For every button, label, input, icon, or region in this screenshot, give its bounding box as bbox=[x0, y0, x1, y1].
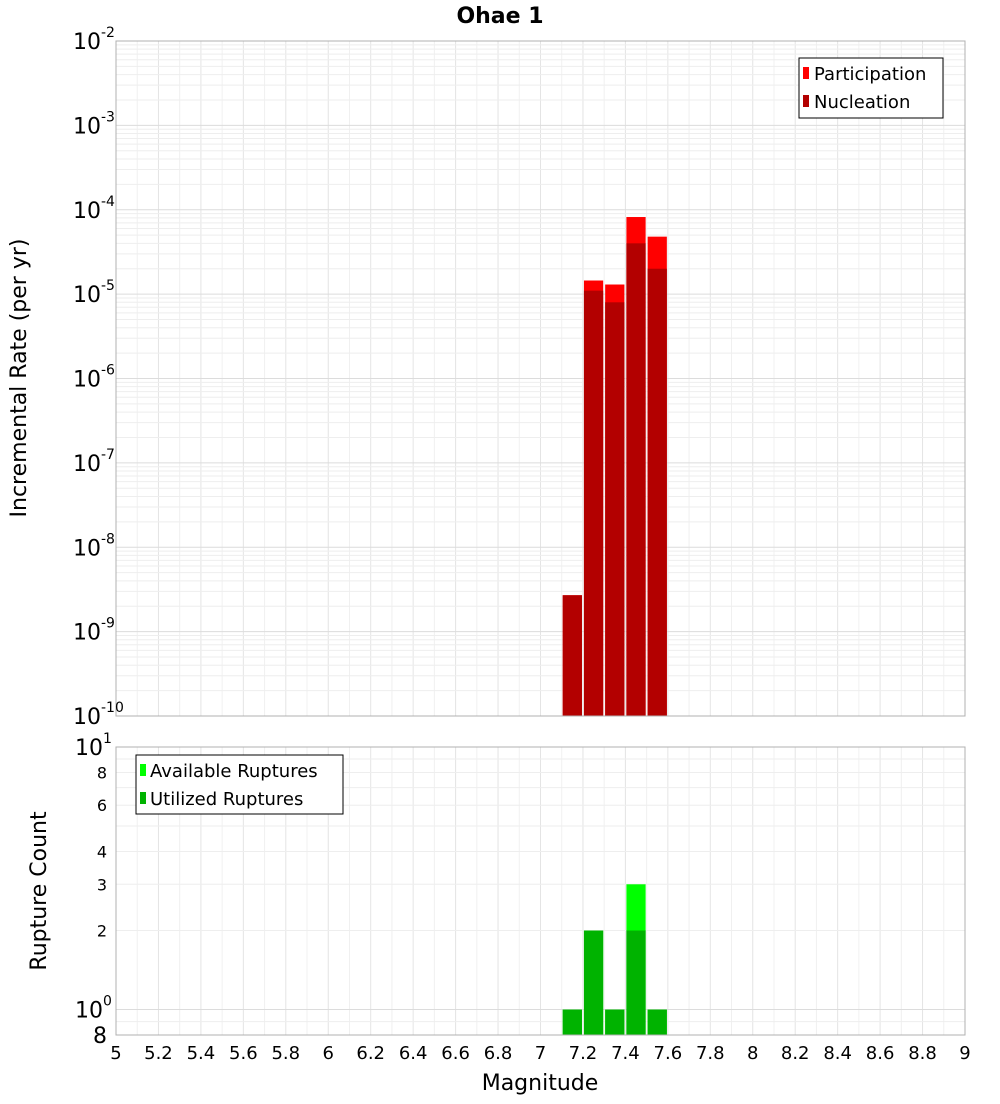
x-tick-label: 6.6 bbox=[441, 1043, 470, 1064]
bottom-bar-utilized-ruptures bbox=[605, 1009, 625, 1035]
x-tick-labels: 5 5.2 5.4 5.6 5.8 6 6.2 6.4 6.6 6.8 7 7.2 7.4 7.6 7.8 8… bbox=[110, 1043, 970, 1064]
x-tick-label: 6.4 bbox=[399, 1043, 428, 1064]
legend-label-nucleation: Nucleation bbox=[814, 92, 910, 113]
x-tick-label: 5.6 bbox=[229, 1043, 258, 1064]
top-bar-nucleation bbox=[626, 243, 646, 717]
x-tick-label: 8 bbox=[747, 1043, 758, 1064]
bottom-bar-utilized-ruptures bbox=[583, 930, 604, 1035]
x-tick-label: 7.4 bbox=[611, 1043, 640, 1064]
bottom-y-tick-label: 100 bbox=[75, 994, 112, 1024]
top-panel: 10-2 10-3 10-4 10-5 10-6 10-7 10-8 10-9 10-10 In… bbox=[7, 25, 966, 730]
bottom-y-axis-title: Rupture Count bbox=[27, 811, 52, 971]
top-y-tick-label: 10-5 bbox=[73, 278, 115, 308]
x-tick-label: 7 bbox=[535, 1043, 546, 1064]
top-y-tick-label: 10-10 bbox=[73, 700, 124, 730]
top-bar-nucleation bbox=[583, 290, 604, 716]
x-tick-label: 7.6 bbox=[654, 1043, 683, 1064]
top-legend-box bbox=[798, 57, 944, 119]
top-bars bbox=[562, 217, 667, 717]
bottom-bar-utilized-ruptures bbox=[562, 1009, 582, 1035]
top-bar-nucleation bbox=[647, 268, 667, 716]
top-y-tick-label: 10-6 bbox=[73, 363, 115, 393]
bottom-y-minor-tick-label: 2 bbox=[97, 922, 107, 941]
x-tick-label: 5 bbox=[110, 1043, 121, 1064]
legend-swatch-available bbox=[140, 764, 146, 776]
legend-label-available: Available Ruptures bbox=[150, 761, 318, 782]
bottom-plot-border bbox=[115, 746, 966, 1036]
top-plot-border bbox=[115, 40, 966, 717]
top-y-tick-label: 10-3 bbox=[73, 109, 115, 139]
x-tick-label: 6.8 bbox=[484, 1043, 513, 1064]
top-y-tick-label: 10-4 bbox=[73, 194, 115, 224]
x-tick-label: 6.2 bbox=[356, 1043, 385, 1064]
bottom-y-minor-tick-label: 6 bbox=[97, 796, 107, 815]
x-tick-label: 8.8 bbox=[908, 1043, 937, 1064]
x-tick-label: 8.6 bbox=[866, 1043, 895, 1064]
legend-swatch-nucleation bbox=[803, 95, 809, 107]
legend-label-utilized: Utilized Ruptures bbox=[150, 789, 303, 810]
chart-title: Ohae 1 bbox=[456, 4, 543, 29]
top-y-tick-label: 10-8 bbox=[73, 531, 115, 561]
top-gridlines bbox=[115, 40, 966, 717]
legend-swatch-participation bbox=[803, 67, 809, 79]
x-tick-label: 5.2 bbox=[144, 1043, 173, 1064]
x-tick-label: 8.4 bbox=[823, 1043, 852, 1064]
bottom-y-minor-tick-label: 4 bbox=[97, 842, 107, 861]
x-tick-label: 7.8 bbox=[696, 1043, 725, 1064]
top-y-tick-label: 10-7 bbox=[73, 447, 115, 477]
x-axis-title: Magnitude bbox=[482, 1071, 599, 1096]
legend-swatch-utilized bbox=[140, 792, 146, 804]
top-y-tick-label: 10-9 bbox=[73, 616, 115, 646]
top-bar-nucleation bbox=[605, 302, 625, 716]
x-tick-label: 7.2 bbox=[569, 1043, 598, 1064]
x-tick-label: 8.2 bbox=[781, 1043, 810, 1064]
top-legend: Participation Nucleation bbox=[798, 57, 944, 119]
bottom-bar-utilized-ruptures bbox=[647, 1009, 667, 1035]
bottom-y-minor-tick-label: 8 bbox=[97, 763, 107, 782]
x-tick-label: 5.8 bbox=[271, 1043, 300, 1064]
x-tick-label: 9 bbox=[959, 1043, 970, 1064]
legend-label-participation: Participation bbox=[814, 64, 926, 85]
top-bar-nucleation bbox=[562, 595, 582, 716]
bottom-y-minor-tick-label: 3 bbox=[97, 875, 107, 894]
bottom-legend: Available Ruptures Utilized Ruptures bbox=[135, 754, 344, 815]
top-y-tick-labels: 10-2 10-3 10-4 10-5 10-6 10-7 10-8 10-9 10-10 bbox=[73, 25, 124, 730]
bottom-bars bbox=[562, 884, 667, 1035]
top-y-axis-title: Incremental Rate (per yr) bbox=[7, 239, 32, 518]
bottom-legend-box bbox=[135, 754, 344, 815]
bottom-y-tick-label: 101 bbox=[75, 731, 112, 761]
x-tick-label: 5.4 bbox=[187, 1043, 216, 1064]
bottom-bar-utilized-ruptures bbox=[626, 930, 646, 1035]
bottom-y-minor-tick-label: 8 bbox=[93, 1024, 107, 1049]
top-y-tick-label: 10-2 bbox=[73, 25, 115, 55]
x-tick-label: 6 bbox=[323, 1043, 334, 1064]
